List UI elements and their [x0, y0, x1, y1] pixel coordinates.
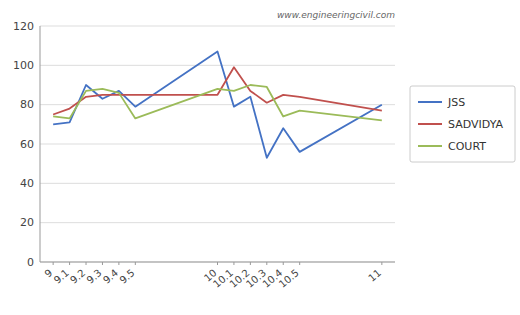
- legend: JSS SADVIDYA COURT: [410, 86, 515, 162]
- x-tick: [135, 262, 136, 265]
- series-line: [53, 52, 382, 158]
- x-tick: [69, 262, 70, 265]
- y-tick-label: 40: [20, 177, 34, 190]
- series-line: [53, 67, 382, 114]
- y-tick-label: 20: [20, 216, 34, 229]
- x-tick: [118, 262, 119, 265]
- y-axis-line: [40, 26, 41, 262]
- x-tick: [283, 262, 284, 265]
- legend-swatch: [418, 101, 442, 103]
- y-grid: [40, 26, 395, 262]
- y-tick-label: 0: [27, 256, 34, 269]
- legend-frame: [410, 86, 515, 162]
- y-tick-label: 80: [20, 98, 34, 111]
- watermark: www.engineeringcivil.com: [277, 10, 395, 20]
- legend-swatch: [418, 123, 442, 125]
- x-tick: [217, 262, 218, 265]
- series-line: [53, 85, 382, 120]
- x-tick: [266, 262, 267, 265]
- legend-swatch: [418, 145, 442, 147]
- y-tick-label: 100: [13, 59, 34, 72]
- chart-container: 02040608010012099.19.29.39.49.51010.110.…: [0, 0, 520, 315]
- grid-line: [40, 144, 395, 145]
- legend-label: SADVIDYA: [448, 118, 503, 131]
- x-tick-label: 9.5: [117, 267, 136, 286]
- x-tick: [233, 262, 234, 265]
- grid-line: [40, 222, 395, 223]
- x-tick: [53, 262, 54, 265]
- x-tick: [381, 262, 382, 265]
- x-tick: [299, 262, 300, 265]
- grid-line: [40, 65, 395, 66]
- x-tick: [86, 262, 87, 265]
- y-tick-label: 120: [13, 20, 34, 33]
- chart: 02040608010012099.19.29.39.49.51010.110.…: [0, 0, 520, 315]
- plot-lines: [53, 52, 382, 158]
- x-tick: [102, 262, 103, 265]
- x-tick-label: 11: [366, 267, 383, 284]
- legend-label: JSS: [447, 96, 465, 109]
- x-tick: [250, 262, 251, 265]
- y-tick-label: 60: [20, 138, 34, 151]
- grid-line: [40, 26, 395, 27]
- legend-label: COURT: [448, 140, 486, 153]
- grid-line: [40, 183, 395, 184]
- x-tick-label: 10.5: [277, 267, 301, 290]
